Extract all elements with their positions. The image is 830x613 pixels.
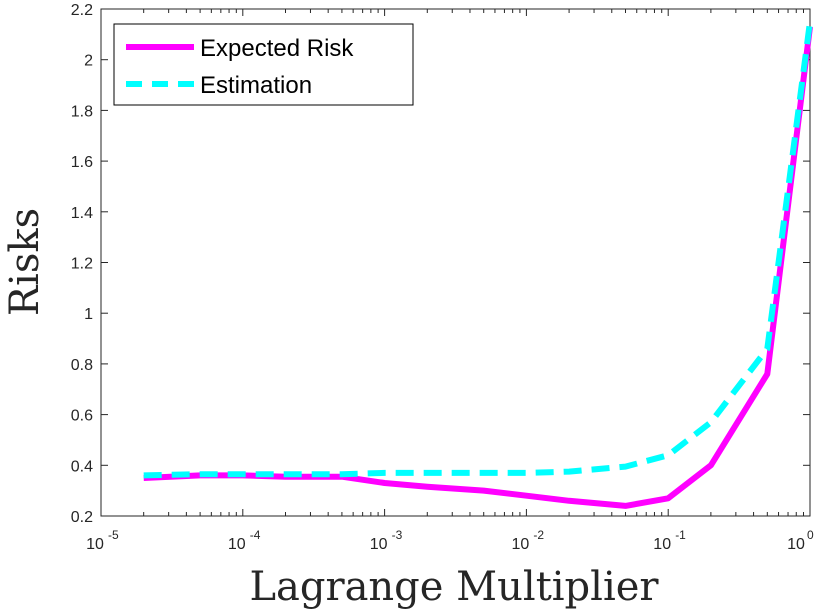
x-tick-label-base: 10 [653, 536, 671, 553]
legend-label-estimation: Estimation [200, 72, 312, 99]
x-tick-label-exponent: -4 [250, 528, 261, 542]
x-tick-label-exponent: -2 [533, 528, 544, 542]
x-tick-label-base: 10 [228, 536, 246, 553]
x-tick-label-base: 10 [86, 536, 104, 553]
y-tick-label: 0.2 [71, 509, 93, 526]
series-line-estimation [143, 21, 813, 479]
y-tick-label: 1.8 [71, 103, 93, 120]
x-tick-label-exponent: 0 [807, 528, 814, 542]
y-tick-label: 0.4 [71, 458, 93, 475]
x-axis-label: Lagrange Multiplier [249, 564, 659, 610]
y-tick-label: 1.6 [71, 154, 93, 171]
y-tick-label: 0.8 [71, 357, 93, 374]
y-tick-label: 2.2 [71, 2, 93, 19]
x-tick-label-base: 10 [512, 536, 530, 553]
x-tick-label-exponent: -3 [392, 528, 403, 542]
legend: Expected Risk Estimation [113, 23, 414, 106]
series-layer [143, 21, 813, 509]
y-tick-label: 0.6 [71, 408, 93, 425]
y-axis-label: Risks [2, 208, 48, 316]
y-tick-label: 2 [84, 53, 93, 70]
y-tick-label: 1.2 [71, 256, 93, 273]
y-tick-label: 1 [84, 306, 93, 323]
x-tick-label-exponent: -1 [675, 528, 686, 542]
x-tick-label-base: 10 [787, 536, 805, 553]
legend-box [113, 23, 414, 106]
x-tick-label-exponent: -5 [108, 528, 119, 542]
y-tick-label: 1.4 [71, 205, 93, 222]
x-tick-label-base: 10 [370, 536, 388, 553]
y-axis-ticks: 0.2 0.4 0.6 0.8 1 1.2 1.4 1.6 1.8 2 2.2 [71, 2, 810, 526]
legend-label-expected-risk: Expected Risk [200, 35, 354, 62]
